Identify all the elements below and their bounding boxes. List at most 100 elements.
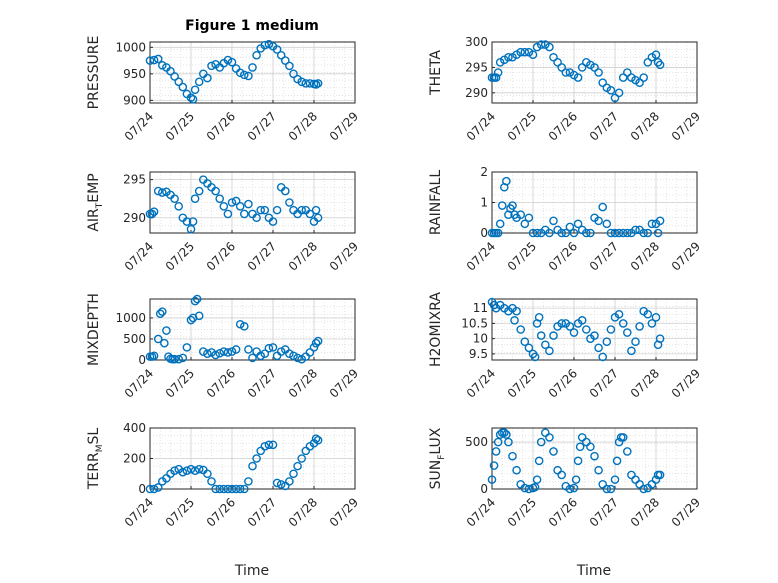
data-point-theta [606, 85, 616, 95]
data-point-rainfall [502, 176, 511, 186]
x-tick-label: 07/27 [587, 239, 621, 273]
data-point-pressure [289, 69, 298, 79]
data-point-pressure [178, 82, 188, 92]
plot-frame-sun-flux [491, 427, 698, 490]
data-point-air-temp [305, 209, 315, 219]
data-point-h2omixra [512, 306, 521, 316]
x-tick-label: 07/26 [546, 495, 580, 529]
data-point-pressure [260, 40, 270, 50]
data-point-pressure [301, 79, 311, 88]
panel-theta: 290 295 300 07/24 07/25 07/26 07/27 07/28 07/29 T… [428, 35, 703, 144]
y-tick-label: 290 [465, 86, 488, 100]
data-point-sun-flux [487, 475, 497, 484]
y-axis-label-mixdepth: MIXDEPTH [86, 293, 102, 366]
data-point-pressure [203, 73, 212, 83]
data-point-air-temp [211, 186, 220, 196]
data-point-air-temp [280, 186, 290, 196]
data-point-mixdepth [223, 348, 233, 357]
data-point-theta [610, 93, 620, 103]
y-tick-label: 0 [480, 482, 488, 496]
data-point-sun-flux [602, 484, 612, 494]
x-tick-label: 07/25 [505, 239, 539, 273]
data-point-pressure [305, 79, 315, 88]
data-point-pressure [248, 63, 257, 72]
data-point-mixdepth [235, 319, 245, 329]
data-point-rainfall [586, 228, 595, 238]
data-point-terr-msl [272, 478, 282, 488]
data-point-mixdepth [174, 354, 183, 364]
data-point-pressure [252, 50, 261, 60]
x-tick-label: 07/26 [204, 109, 238, 143]
x-tick-label: 07/25 [163, 366, 197, 400]
data-point-rainfall [631, 225, 640, 235]
data-point-theta [623, 68, 632, 77]
y-tick-label: 1000 [115, 40, 146, 54]
data-point-sun-flux [532, 475, 542, 484]
data-point-sun-flux [557, 470, 567, 480]
y-tick-label: 300 [465, 35, 488, 49]
data-point-theta [504, 52, 513, 62]
data-point-mixdepth [215, 348, 224, 358]
data-point-sun-flux [530, 482, 540, 492]
data-point-theta [573, 73, 583, 82]
data-point-theta [618, 73, 628, 82]
data-point-pressure [157, 61, 167, 70]
data-point-theta [653, 58, 663, 67]
data-point-mixdepth [186, 315, 196, 325]
data-point-terr-msl [178, 467, 188, 477]
y-axis-label-sun-flux: SUNFLUX [428, 427, 447, 489]
data-point-h2omixra [598, 352, 608, 362]
x-tick-label: 07/28 [628, 495, 662, 529]
panel-sun-flux: 0 500 07/24 07/25 07/26 07/27 07/28 07/29 SUNFLU… [428, 427, 703, 529]
y-tick-label: 500 [465, 435, 488, 449]
data-point-pressure [280, 56, 290, 65]
data-point-rainfall [639, 228, 649, 238]
data-point-air-temp [194, 186, 204, 196]
data-point-pressure [285, 61, 294, 71]
x-tick-label: 07/27 [245, 366, 279, 400]
x-tick-label: 07/29 [669, 366, 703, 400]
data-point-air-temp [285, 198, 294, 207]
data-point-terr-msl [293, 461, 302, 471]
data-point-sun-flux [491, 447, 501, 456]
x-tick-label: 07/25 [163, 109, 197, 143]
data-point-rainfall [520, 219, 530, 229]
x-tick-label: 07/29 [327, 109, 361, 143]
data-point-sun-flux [627, 470, 636, 480]
y-tick-label: 10.5 [461, 316, 488, 330]
data-point-pressure [207, 61, 216, 71]
x-tick-label: 07/24 [122, 109, 156, 143]
y-axis-label-theta: THETA [428, 50, 444, 96]
x-tick-label: 07/28 [286, 366, 320, 400]
data-point-rainfall [549, 216, 558, 226]
y-axis-label-pressure: PRESSURE [86, 36, 102, 110]
data-point-rainfall [545, 228, 554, 238]
x-tick-label: 07/24 [464, 109, 498, 143]
data-point-pressure [272, 45, 282, 54]
data-point-h2omixra [647, 319, 657, 328]
data-point-sun-flux [534, 456, 544, 466]
y-tick-label: 9.5 [469, 347, 488, 361]
data-point-theta [590, 63, 599, 72]
data-point-rainfall [582, 228, 591, 238]
panel-air-temp: 290 295 07/24 07/25 07/26 07/27 07/28 07/29 AIRT… [86, 171, 361, 274]
data-point-h2omixra [651, 312, 661, 322]
data-point-h2omixra [631, 337, 640, 347]
data-point-mixdepth [276, 347, 286, 356]
data-point-mixdepth [311, 338, 321, 348]
y-tick-label: 400 [123, 421, 146, 435]
data-point-terr-msl [186, 464, 196, 474]
data-point-theta [598, 78, 608, 87]
data-point-terr-msl [215, 484, 224, 494]
y-tick-label: 0 [138, 482, 146, 496]
data-point-rainfall [557, 228, 567, 238]
y-axis-label-rainfall: RAINFALL [428, 170, 444, 235]
data-point-sun-flux [545, 433, 554, 442]
data-point-rainfall [643, 228, 653, 238]
data-point-h2omixra [618, 319, 628, 328]
y-tick-label: 11 [473, 301, 488, 315]
data-point-mixdepth [260, 349, 270, 358]
y-axis-label-h2omixra: H2OMIXRA [428, 292, 444, 367]
